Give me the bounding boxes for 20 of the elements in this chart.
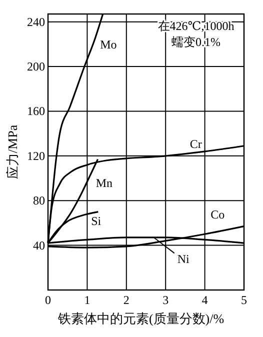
x-tick-label: 1: [84, 293, 90, 307]
series-label: Ni: [177, 252, 190, 266]
y-tick-label: 80: [33, 194, 45, 208]
y-axis-title: 应力/MPa: [5, 124, 20, 180]
y-tick-label: 200: [27, 60, 45, 74]
x-axis-title: 铁素体中的元素(质量分数)/%: [56, 311, 224, 326]
series-label: Mn: [96, 176, 112, 190]
y-tick-label: 120: [27, 148, 45, 163]
y-tick-label: 40: [33, 238, 45, 252]
x-tick-label: 3: [162, 293, 169, 307]
x-tick-label: 2: [123, 293, 130, 307]
series-label: Si: [91, 214, 102, 228]
x-tick-label: 5: [241, 293, 247, 307]
series-label: Cr: [190, 137, 202, 152]
x-tick-label: 0: [45, 293, 51, 307]
y-tick-label: 160: [27, 104, 45, 118]
y-tick-label: 240: [27, 14, 45, 29]
x-tick-label: 4: [202, 293, 208, 307]
series-label: Mo: [100, 38, 117, 52]
series-label: Co: [210, 207, 225, 222]
